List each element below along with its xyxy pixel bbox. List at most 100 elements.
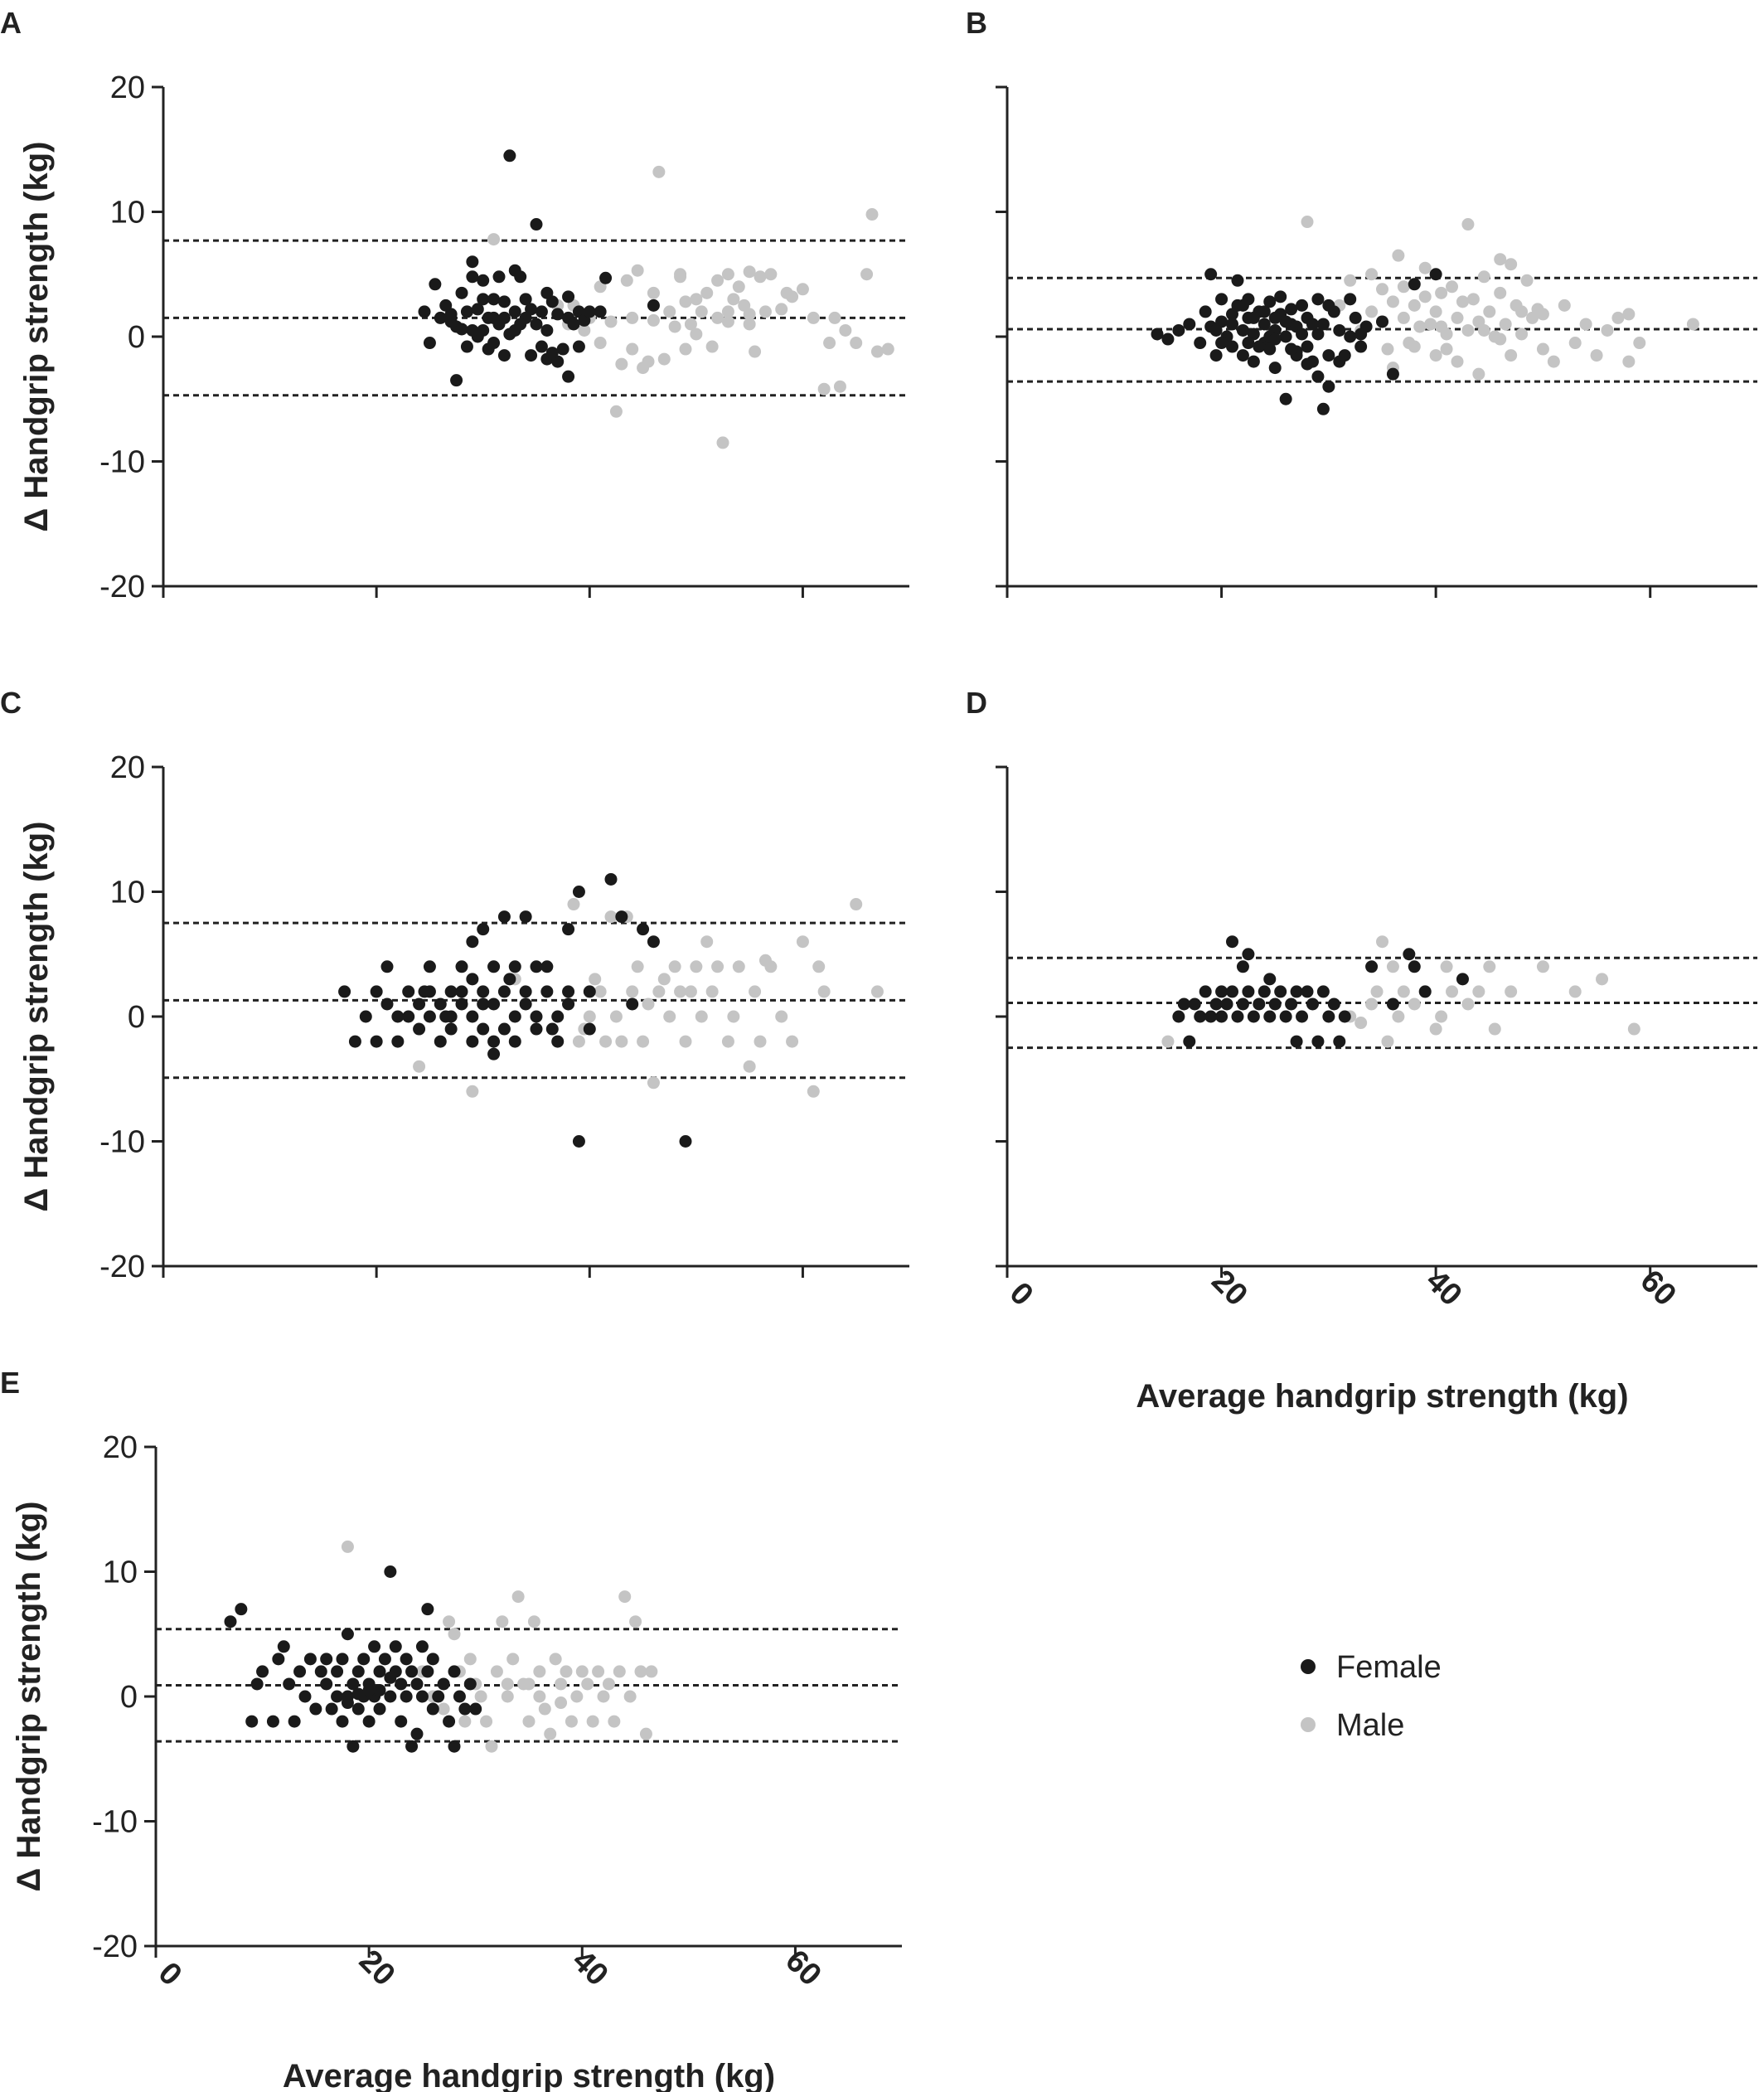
male-point-b bbox=[1397, 311, 1410, 324]
male-point-b bbox=[1456, 295, 1469, 308]
female-point-a bbox=[514, 318, 527, 331]
female-point-e bbox=[400, 1690, 413, 1703]
male-point-b bbox=[1429, 349, 1442, 362]
male-point-a bbox=[727, 293, 740, 306]
male-point-b bbox=[1466, 293, 1480, 306]
female-point-c bbox=[348, 1035, 361, 1048]
female-point-e bbox=[463, 1677, 477, 1691]
legend-female-marker bbox=[1301, 1659, 1316, 1674]
female-point-e bbox=[303, 1653, 317, 1666]
female-point-d bbox=[1322, 1010, 1335, 1023]
male-point-b bbox=[1579, 318, 1592, 331]
female-point-b bbox=[1268, 311, 1282, 324]
x-axis-title-d: Average handgrip strength (kg) bbox=[1136, 1378, 1628, 1415]
female-point-a bbox=[434, 311, 447, 324]
male-point-a bbox=[690, 328, 703, 341]
female-point-b bbox=[1215, 293, 1228, 306]
female-point-e bbox=[415, 1690, 429, 1703]
female-point-c bbox=[503, 973, 516, 986]
male-point-c bbox=[413, 1060, 426, 1073]
female-point-c bbox=[477, 1022, 490, 1036]
male-point-b bbox=[1558, 299, 1571, 312]
female-point-d bbox=[1290, 985, 1303, 998]
male-point-d bbox=[1627, 1022, 1640, 1036]
panel-letter-d: D bbox=[966, 686, 987, 720]
y-tick-label-e: 20 bbox=[103, 1430, 138, 1465]
female-point-d bbox=[1311, 1035, 1325, 1048]
female-point-e bbox=[373, 1665, 386, 1678]
female-point-d bbox=[1177, 997, 1190, 1011]
male-point-c bbox=[642, 997, 655, 1011]
female-point-c bbox=[508, 1035, 521, 1048]
male-point-c bbox=[817, 985, 831, 998]
female-point-b bbox=[1316, 318, 1330, 331]
x-tick-label-d: 40 bbox=[1419, 1264, 1469, 1313]
female-point-c bbox=[562, 985, 575, 998]
male-point-a bbox=[833, 380, 846, 393]
female-point-c bbox=[380, 960, 394, 973]
male-point-e bbox=[448, 1628, 461, 1641]
male-point-d bbox=[1435, 1010, 1448, 1023]
female-point-d bbox=[1333, 1035, 1346, 1048]
male-point-b bbox=[1505, 258, 1518, 271]
male-point-a bbox=[663, 305, 676, 318]
female-point-c bbox=[413, 1022, 426, 1036]
female-point-d bbox=[1242, 985, 1255, 998]
female-point-e bbox=[266, 1715, 279, 1728]
female-point-b bbox=[1316, 402, 1330, 415]
y-axis-title-c: Δ Handgrip strength (kg) bbox=[18, 822, 55, 1212]
male-point-b bbox=[1499, 318, 1512, 331]
male-point-a bbox=[647, 313, 660, 327]
legend-male-marker bbox=[1301, 1717, 1316, 1732]
male-point-b bbox=[1418, 290, 1432, 303]
y-tick-label-a: 20 bbox=[110, 70, 145, 105]
male-point-b bbox=[1515, 305, 1529, 318]
male-point-c bbox=[764, 960, 778, 973]
female-point-c bbox=[487, 997, 501, 1011]
female-point-a bbox=[530, 318, 543, 331]
male-point-b bbox=[1451, 355, 1464, 368]
male-point-c bbox=[711, 960, 724, 973]
female-point-e bbox=[256, 1665, 269, 1678]
panel-e: E -20 -10 0 10 20 0 20 40 60 Δ Handgrip strength … bbox=[0, 1366, 902, 2092]
y-tick-label-e: 0 bbox=[120, 1680, 138, 1715]
male-point-a bbox=[743, 308, 756, 321]
male-point-c bbox=[684, 985, 697, 998]
female-point-b bbox=[1333, 323, 1346, 337]
male-point-a bbox=[647, 286, 660, 299]
female-point-c bbox=[615, 910, 628, 924]
female-point-e bbox=[443, 1715, 456, 1728]
female-point-c bbox=[626, 997, 639, 1011]
female-point-b bbox=[1194, 337, 1207, 350]
female-point-e bbox=[325, 1702, 338, 1716]
female-point-a bbox=[562, 370, 575, 383]
panel-a: A -20 -10 0 10 20 Δ Handgrip strength (kg) bbox=[0, 6, 909, 604]
male-point-b bbox=[1536, 342, 1549, 356]
male-point-a bbox=[668, 320, 681, 333]
male-point-b bbox=[1686, 318, 1699, 331]
male-point-a bbox=[860, 268, 874, 281]
male-point-c bbox=[807, 1085, 820, 1098]
male-point-a bbox=[764, 268, 778, 281]
female-point-e bbox=[405, 1740, 419, 1753]
female-point-e bbox=[362, 1683, 376, 1696]
male-point-b bbox=[1633, 337, 1646, 350]
male-point-c bbox=[647, 1076, 660, 1090]
female-point-c bbox=[540, 985, 554, 998]
male-point-e bbox=[592, 1665, 605, 1678]
female-point-e bbox=[277, 1640, 290, 1653]
female-point-b bbox=[1311, 328, 1325, 341]
male-point-b bbox=[1547, 355, 1560, 368]
female-point-b bbox=[1215, 337, 1228, 350]
female-point-e bbox=[298, 1690, 312, 1703]
male-point-a bbox=[609, 405, 623, 418]
male-point-a bbox=[695, 305, 708, 318]
female-point-c bbox=[439, 1010, 453, 1023]
panel-letter-a: A bbox=[0, 6, 22, 40]
male-point-c bbox=[466, 1085, 479, 1098]
female-point-d bbox=[1172, 1010, 1185, 1023]
female-point-c bbox=[434, 997, 447, 1011]
female-point-d bbox=[1338, 1010, 1351, 1023]
male-point-b bbox=[1568, 337, 1582, 350]
female-point-e bbox=[314, 1665, 327, 1678]
